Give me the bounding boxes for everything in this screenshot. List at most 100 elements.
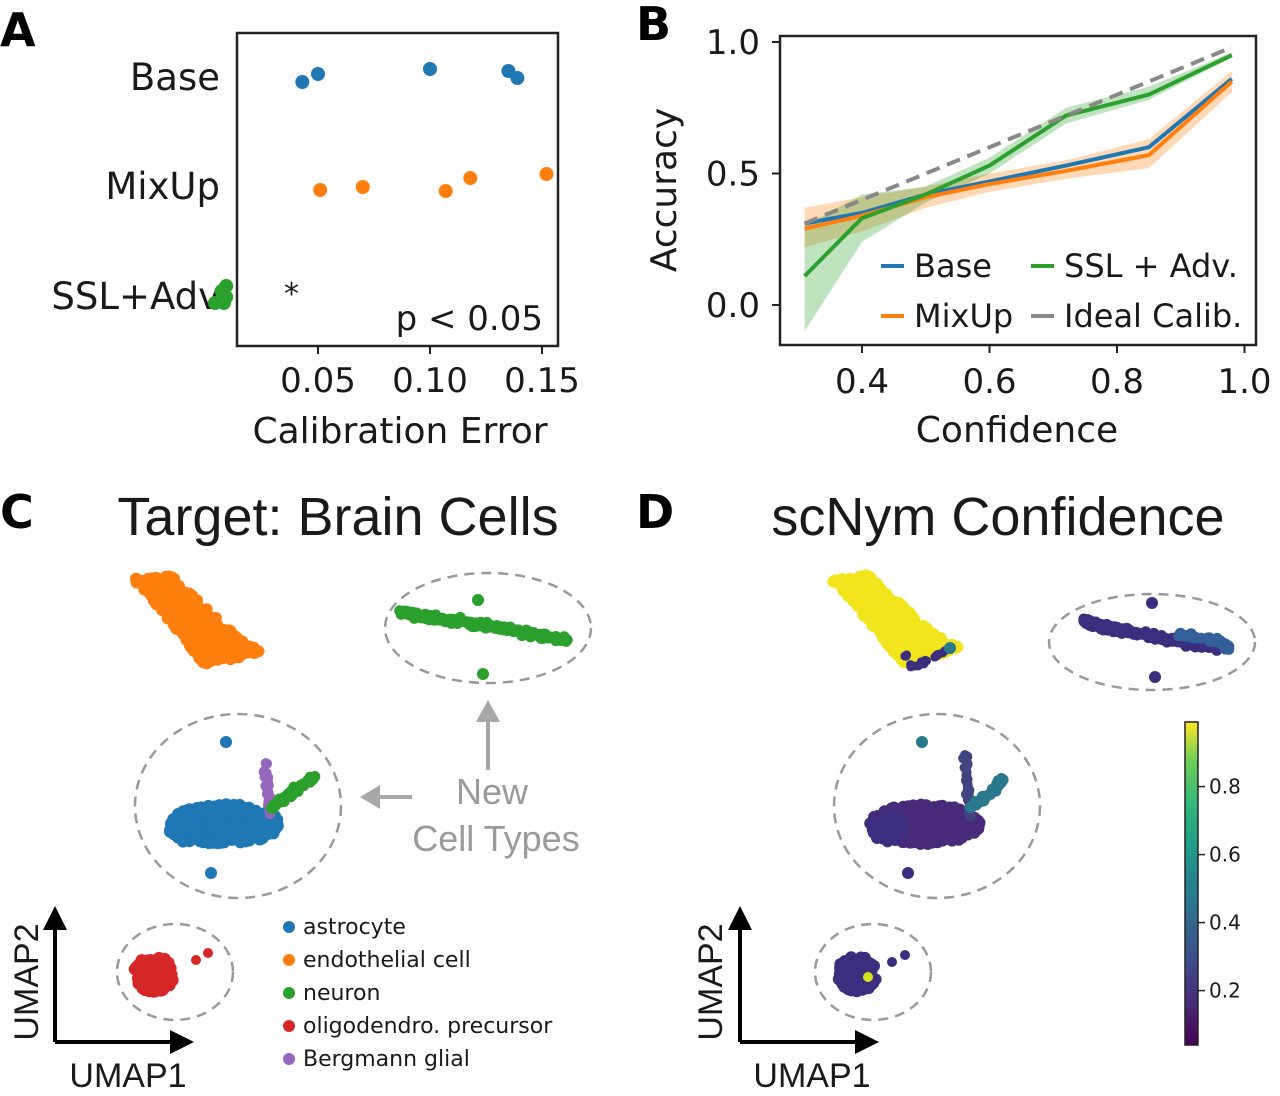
confidence-high-point	[861, 574, 874, 587]
astrocyte-point	[252, 814, 265, 827]
confidence-high-point	[921, 622, 934, 635]
endothelial-point	[221, 646, 233, 658]
neuron-point	[416, 612, 428, 624]
legend-label-bergmann: Bergmann glial	[303, 1047, 470, 1072]
confidence-high-point	[880, 588, 893, 601]
astrocyte-point	[209, 803, 222, 816]
confidence-low-point	[910, 806, 923, 819]
colorbar-tick-label-2: 0.4	[1209, 911, 1241, 935]
opc-point	[152, 951, 165, 964]
panel-a-xtick-label-2: 0.15	[504, 361, 580, 401]
umap2-arrowhead-d	[728, 906, 752, 930]
new-label-line1: New	[456, 771, 529, 812]
endothelial-point	[199, 650, 212, 663]
confidence-high-point	[863, 972, 873, 982]
confidence-high-point	[874, 623, 887, 636]
astrocyte-point	[190, 802, 203, 814]
astrocyte-point	[221, 832, 234, 845]
neuron-point	[472, 594, 484, 606]
panel-c-umap-axes: UMAP1 UMAP2	[8, 906, 194, 1095]
confidence-low-point	[1133, 628, 1145, 640]
category-label-ssl-adv: SSL+Adv	[51, 275, 220, 318]
panel-b-xtick-label-3: 1.0	[1217, 362, 1271, 402]
colorbar-tick-label-1: 0.6	[1209, 843, 1241, 867]
panel-b-ylabel: Accuracy	[644, 108, 685, 272]
opc-point	[166, 974, 179, 987]
opc-point	[156, 975, 169, 987]
confidence-low-point	[920, 827, 933, 840]
panel-a-xtick-label-0: 0.05	[280, 361, 356, 401]
confidence-high-point	[857, 609, 870, 622]
neuron-point	[536, 628, 548, 640]
legend-label-ideal: Ideal Calib.	[1064, 297, 1242, 335]
confidence-low-point	[930, 820, 943, 833]
legend-label-mixup: MixUp	[914, 297, 1013, 335]
bergmann-point	[262, 758, 272, 769]
opc-point	[138, 955, 150, 968]
confidence-high-point	[905, 609, 917, 622]
panel-b-band-ssl-adv	[804, 52, 1232, 332]
legend-dot-astrocyte	[283, 921, 295, 933]
confidence-low-point	[908, 819, 921, 832]
endothelial-point	[232, 651, 245, 664]
colorbar-ticks: 0.8 0.6 0.4 0.2	[1198, 775, 1241, 1003]
category-label-mixup: MixUp	[105, 165, 220, 208]
neuron-point	[401, 607, 412, 619]
confidence-low-point	[960, 750, 971, 761]
panel-a-xtick-label-1: 0.10	[392, 361, 468, 401]
neuron-cluster-outline	[383, 571, 593, 685]
astrocyte-point	[206, 815, 219, 828]
astrocyte-point	[218, 821, 231, 834]
endothelial-point	[190, 628, 203, 640]
panel-b-xtick-label-2: 0.8	[1090, 362, 1144, 402]
panel-a-point-mixup-2	[438, 184, 453, 198]
neuron-point	[465, 618, 477, 630]
confidence-low-point	[900, 950, 910, 960]
umap1-arrowhead	[170, 1030, 194, 1054]
panel-b-xtick-label-1: 0.6	[962, 362, 1016, 402]
panel-c-title: Target: Brain Cells	[117, 487, 558, 547]
endothelial-point	[208, 634, 221, 647]
panel-a-xlabel: Calibration Error	[252, 411, 547, 452]
confidence-low-point	[963, 788, 973, 799]
umap2-arrowhead	[43, 906, 67, 930]
confidence-low-point	[934, 803, 946, 816]
confidence-low-point	[944, 816, 957, 828]
neuron-point	[550, 631, 562, 642]
panel-a-point-base-4	[510, 71, 525, 85]
neuron-point	[276, 795, 288, 807]
legend-dot-endothelial	[283, 954, 295, 966]
endothelial-point	[218, 624, 231, 637]
legend-label-endothelial: endothelial cell	[303, 948, 471, 973]
confidence-low-point	[933, 649, 943, 659]
umap1-label-d: UMAP1	[753, 1057, 870, 1095]
confidence-low-point	[924, 805, 936, 818]
astrocyte-point	[191, 822, 203, 835]
confidence-low-point	[887, 957, 897, 967]
opc-point	[191, 955, 201, 965]
confidence-high-point	[877, 601, 890, 614]
panel-a-point-ssl-adv-4	[219, 279, 234, 293]
confidence-mid-point	[916, 736, 928, 748]
confidence-low-point	[964, 825, 977, 838]
astrocyte-point	[245, 828, 258, 841]
endothelial-point	[247, 641, 260, 654]
confidence-high-point	[871, 581, 884, 594]
panel-a-chart: Base MixUp SSL+Adv * p < 0.05 Calibratio…	[51, 31, 580, 452]
neuron-point	[486, 620, 498, 632]
astrocyte-point	[205, 867, 217, 879]
panel-a-point-mixup-0	[313, 183, 328, 197]
confidence-high-point	[889, 646, 902, 659]
arrow-up-head	[476, 700, 500, 722]
legend-dot-neuron	[283, 987, 295, 999]
confidence-low-point	[962, 774, 973, 785]
arrow-left-head	[360, 785, 380, 809]
neuron-point	[304, 771, 316, 783]
panel-a-point-mixup-1	[355, 180, 370, 194]
astrocyte-point	[226, 800, 239, 813]
panel-a-point-base-0	[295, 75, 310, 89]
opc-point	[203, 948, 213, 958]
cell-type-legend: astrocyte endothelial cell neuron oligod…	[283, 915, 553, 1072]
panel-b-xlabel: Confidence	[916, 410, 1118, 451]
